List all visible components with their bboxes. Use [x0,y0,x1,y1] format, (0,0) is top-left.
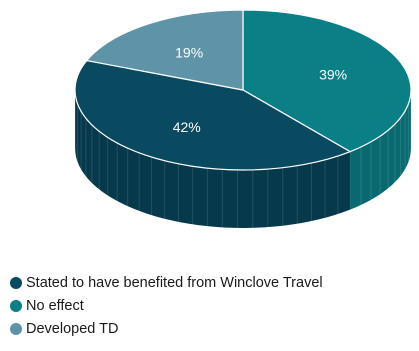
legend-swatch-benefited [10,276,22,289]
legend-item-developed-td: Developed TD [10,317,323,340]
legend-swatch-developed-td [10,322,22,335]
pie-label-no-effect: 39% [319,67,347,83]
legend-item-no-effect: No effect [10,294,323,317]
pie-label-benefited: 42% [173,119,201,135]
pie-labels: 39% 42% 19% [173,44,347,135]
pie-top [74,9,412,171]
pie-side-no-effect [350,90,411,210]
pie-slice-developed-td [86,9,244,91]
legend-swatch-no-effect [10,299,22,312]
pie-side-benefited [75,90,351,228]
pie-slice-no-effect [242,9,412,153]
pie-sides [75,90,411,228]
legend-label-developed-td: Developed TD [26,320,119,337]
legend: Stated to have benefited from Winclove T… [10,271,323,340]
legend-item-benefited: Stated to have benefited from Winclove T… [10,271,323,294]
pie-label-developed-td: 19% [175,44,203,60]
pie-slice-benefited [74,59,351,171]
legend-label-no-effect: No effect [26,297,84,314]
legend-label-benefited: Stated to have benefited from Winclove T… [26,274,323,291]
pie-chart: 39% 42% 19% [74,9,412,228]
